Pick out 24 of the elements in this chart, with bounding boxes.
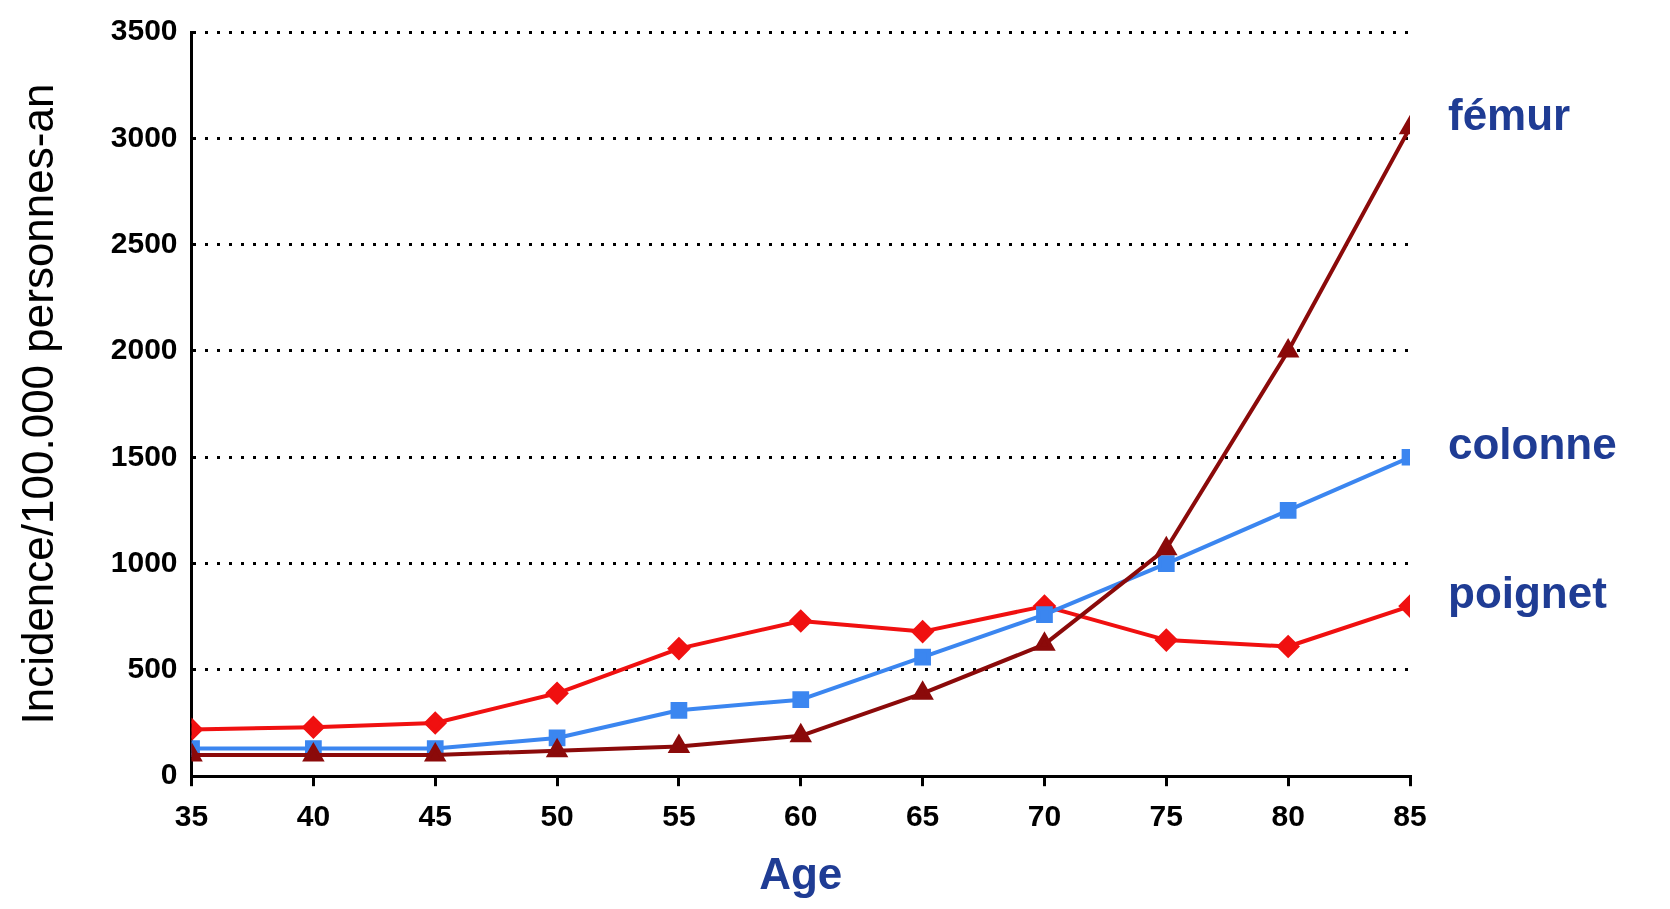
series-label: fémur [1448, 89, 1571, 139]
x-tick-label: 70 [1027, 799, 1062, 833]
x-tick-label: 80 [1271, 799, 1305, 833]
series-label: poignet [1448, 568, 1608, 618]
y-tick-label: 3500 [110, 13, 178, 47]
x-tick-label: 35 [174, 799, 209, 833]
x-tick-label: 45 [418, 799, 452, 833]
x-tick-label: 55 [662, 799, 696, 833]
x-tick-label: 85 [1393, 799, 1427, 833]
y-tick-label: 500 [127, 651, 178, 685]
y-tick-label: 3000 [110, 119, 178, 153]
y-tick-label: 2000 [110, 332, 178, 366]
y-tick-label: 1500 [110, 438, 178, 472]
x-tick-label: 60 [784, 799, 818, 833]
y-tick-label: 2500 [110, 225, 178, 259]
y-axis-title: Incidence/100.000 personnes-an [12, 83, 62, 725]
y-tick-label: 0 [160, 757, 178, 791]
x-tick-label: 50 [540, 799, 574, 833]
x-tick-label: 65 [905, 799, 940, 833]
x-tick-label: 40 [296, 799, 331, 833]
y-tick-label: 1000 [110, 544, 178, 578]
x-tick-label: 75 [1149, 799, 1183, 833]
x-axis-title: Age [759, 848, 843, 898]
series-label: colonne [1448, 419, 1617, 469]
